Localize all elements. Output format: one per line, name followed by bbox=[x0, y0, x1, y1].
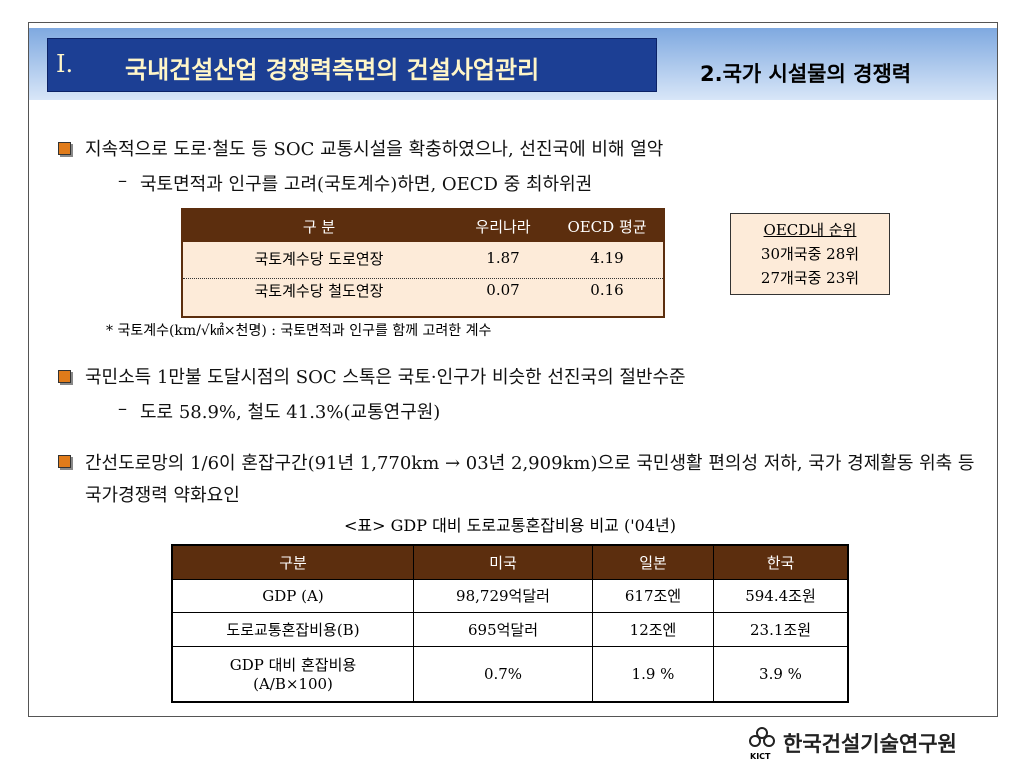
bullet-icon bbox=[58, 142, 71, 155]
cell: 0.16 bbox=[590, 281, 624, 299]
table1-header bbox=[183, 210, 663, 242]
bullet-text: 국민소득 1만불 도달시점의 SOC 스톡은 국토·인구가 비슷한 선진국의 절… bbox=[85, 367, 686, 388]
cell: GDP (A) bbox=[171, 578, 414, 613]
dash: – bbox=[118, 170, 127, 191]
rank-item: 27개국중 23위 bbox=[760, 269, 860, 287]
sub-text: 국토면적과 인구를 고려(국토계수)하면, OECD 중 최하위권 bbox=[140, 174, 593, 195]
cell: 98,729억달러 bbox=[413, 578, 593, 613]
cell: 3.9 % bbox=[713, 645, 849, 703]
table1: 구 분 우리나라 OECD 평균 국토계수당 도로연장 1.87 4.19 국토계수당 … bbox=[181, 208, 665, 318]
header-cell: 일본 bbox=[592, 544, 714, 580]
header-cell: 한국 bbox=[713, 544, 849, 580]
cell: 695억달러 bbox=[413, 611, 593, 647]
subtitle: 2.국가 시설물의 경쟁력 bbox=[700, 62, 912, 86]
frame bbox=[28, 22, 998, 717]
logo-sub: KICT bbox=[750, 752, 771, 761]
cell: 617조엔 bbox=[592, 578, 714, 613]
cell: 12조엔 bbox=[592, 611, 714, 647]
sub-text: 도로 58.9%, 철도 41.3%(교통연구원) bbox=[140, 402, 441, 423]
table2: 구분 미국 일본 한국 GDP (A) 98,729억달러 617조엔 594.4조원 도로… bbox=[171, 544, 849, 703]
header-cell: 구분 bbox=[171, 544, 414, 580]
cell: 1.9 % bbox=[592, 645, 714, 703]
divider bbox=[183, 278, 663, 279]
table: 구 분 우리나라 OECD 평균 국토계수당 도로연장 1.87 4.19 국토계수당 … bbox=[183, 210, 663, 306]
title-box bbox=[47, 38, 657, 92]
cell: GDP 대비 혼잡비용 (A/B×100) bbox=[171, 645, 414, 703]
bullet-icon bbox=[58, 455, 71, 468]
cell: 0.7% bbox=[413, 645, 593, 703]
cell: 도로교통혼잡비용(B) bbox=[171, 611, 414, 647]
cell: 1.87 bbox=[486, 249, 520, 267]
rank-box: OECD내 순위 30개국중 28위 27개국중 23위 bbox=[730, 213, 890, 295]
header-cell: 미국 bbox=[413, 544, 593, 580]
title: 국내건설산업 경쟁력측면의 건설사업관리 bbox=[125, 55, 540, 84]
table2-caption: <표> GDP 대비 도로교통혼잡비용 비교 ('04년) bbox=[344, 516, 676, 535]
cell: 23.1조원 bbox=[713, 611, 849, 647]
cell: 0.07 bbox=[486, 281, 520, 299]
logo-icon bbox=[749, 727, 775, 747]
rank-title: OECD내 순위 bbox=[763, 221, 857, 239]
header-cell: 구 분 bbox=[302, 217, 336, 236]
bullet-text: 지속적으로 도로·철도 등 SOC 교통시설을 확충하였으나, 선진국에 비해 … bbox=[85, 139, 664, 160]
footnote: * 국토계수(km/√㎢×천명) : 국토면적과 인구를 함께 고려한 계수 bbox=[106, 323, 492, 339]
header-cell: 우리나라 bbox=[475, 217, 531, 236]
cell: 국토계수당 도로연장 bbox=[254, 249, 384, 268]
cell: 594.4조원 bbox=[713, 578, 849, 613]
bullet-text: 간선도로망의 1/6이 혼잡구간(91년 1,770km → 03년 2,909… bbox=[85, 453, 975, 506]
dash: – bbox=[118, 398, 127, 419]
cell: 국토계수당 철도연장 bbox=[254, 281, 384, 300]
bullet-icon bbox=[58, 370, 71, 383]
section-number: I. bbox=[56, 50, 74, 78]
cell: 4.19 bbox=[590, 249, 624, 267]
org-name: 한국건설기술연구원 bbox=[783, 732, 957, 756]
rank-item: 30개국중 28위 bbox=[760, 245, 860, 263]
header-cell: OECD 평균 bbox=[567, 217, 647, 236]
